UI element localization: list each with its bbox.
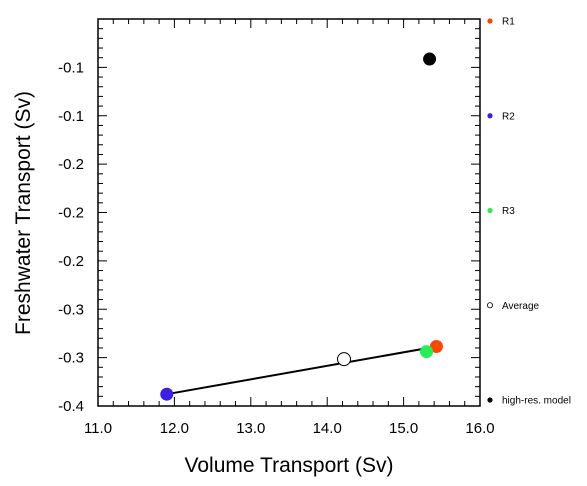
- point-r1: [429, 339, 443, 353]
- y-tick-label: -0.2: [58, 253, 84, 270]
- y-tick-labels: -0.1 -0.2 -0.3 -0.1 -0.2 -0.2 -0.3 -0.4: [58, 59, 84, 415]
- legend-marker-average: [486, 302, 493, 309]
- legend-label-average: Average: [502, 301, 540, 312]
- x-tick-labels: 11.0 12.0 13.0 14.0 15.0 16.0: [84, 420, 495, 437]
- legend-marker-r1: [487, 18, 493, 24]
- x-tick-label: 11.0: [84, 420, 112, 437]
- point-average: [337, 352, 352, 367]
- y-tick-label: -0.4: [58, 398, 84, 415]
- legend-marker-r2: [487, 113, 493, 119]
- y-tick-label: -0.1: [58, 108, 84, 125]
- x-tick-label: 15.0: [389, 420, 418, 437]
- legend: R1 R2 R3 Average high-res. model: [486, 17, 571, 407]
- data-marks: [160, 52, 443, 401]
- y-tick-label: -0.1: [58, 59, 84, 76]
- x-tick-label: 14.0: [313, 420, 342, 437]
- point-r3: [420, 345, 434, 359]
- legend-label-r2: R2: [502, 111, 515, 122]
- legend-label-r3: R3: [502, 206, 515, 217]
- y-axis-title: Freshwater Transport (Sv): [12, 91, 35, 335]
- point-high-res-model: [423, 52, 437, 66]
- y-tick-label: -0.3: [58, 350, 84, 367]
- axis-ticks: [97, 18, 481, 407]
- connecting-line: [166, 345, 437, 396]
- x-tick-label: 13.0: [236, 420, 265, 437]
- y-tick-label: -0.2: [58, 156, 84, 173]
- x-tick-label: 16.0: [465, 420, 494, 437]
- legend-marker-r3: [487, 207, 493, 214]
- x-tick-label: 12.0: [160, 420, 189, 437]
- x-axis-title: Volume Transport (Sv): [185, 454, 394, 477]
- point-r2: [160, 387, 174, 401]
- legend-label-r1: R1: [502, 17, 515, 28]
- legend-marker-high-res-model: [487, 397, 493, 403]
- legend-label-high-res-model: high-res. model: [502, 396, 571, 407]
- y-tick-label: -0.2: [58, 205, 84, 222]
- y-tick-label: -0.3: [58, 301, 84, 318]
